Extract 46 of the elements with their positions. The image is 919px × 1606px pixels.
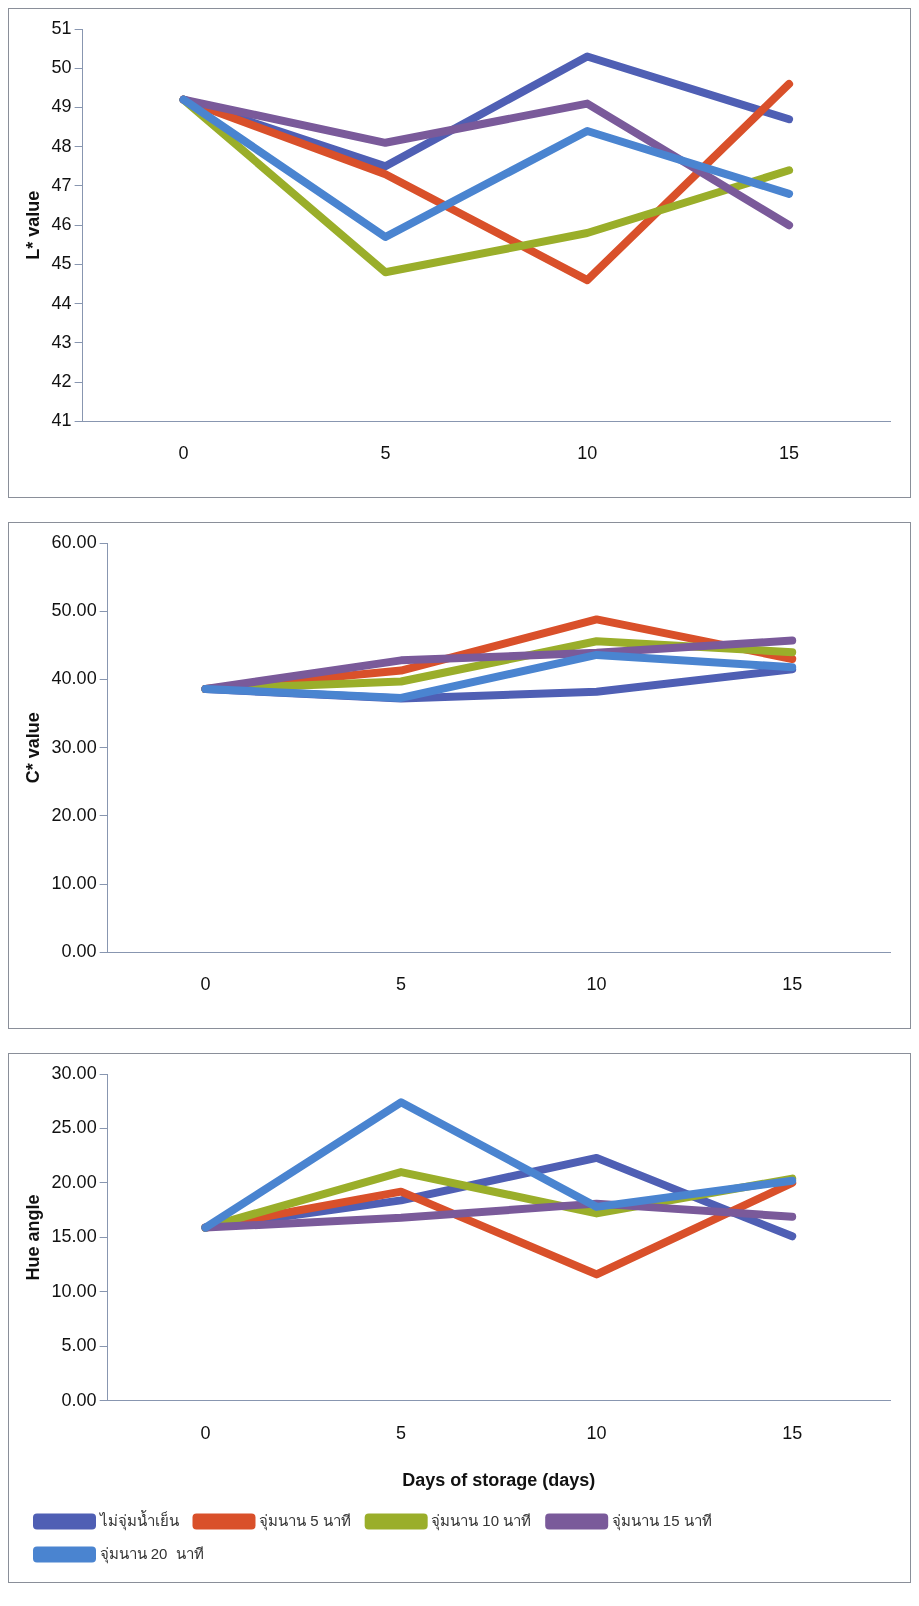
y-tick-label: 47 <box>51 174 72 195</box>
legend-label: ไม่จุ่มน้ำเย็น <box>98 1509 179 1531</box>
y-tick-label: 46 <box>51 214 72 235</box>
y-axis-title: C* value <box>22 712 43 784</box>
y-tick-label: 20.00 <box>51 1171 97 1192</box>
y-tick-label: 10.00 <box>51 1280 97 1301</box>
y-tick-label: 48 <box>51 135 72 156</box>
y-tick-label: 20.00 <box>51 804 97 825</box>
y-tick-label: 50.00 <box>51 600 97 621</box>
y-tick-label: 45 <box>51 253 72 274</box>
y-tick-label: 0.00 <box>61 1389 97 1410</box>
x-tick-label: 5 <box>396 1422 407 1443</box>
x-axis-title: Days of storage (days) <box>402 1470 596 1491</box>
y-tick-label: 15.00 <box>51 1226 97 1247</box>
y-tick-label: 5.00 <box>61 1335 97 1356</box>
y-axis-title: L* value <box>22 190 43 260</box>
x-tick-label: 5 <box>396 974 407 995</box>
y-tick-label: 41 <box>51 410 72 431</box>
y-tick-label: 51 <box>51 17 72 38</box>
legend-label: จุ่มนาน 10 นาที <box>431 1511 532 1531</box>
x-tick-label: 15 <box>779 443 800 464</box>
y-axis-title: Hue angle <box>22 1194 43 1281</box>
y-tick-label: 44 <box>51 292 72 313</box>
x-tick-label: 5 <box>380 443 391 464</box>
x-tick-label: 10 <box>586 1422 607 1443</box>
y-tick-label: 30.00 <box>51 736 97 757</box>
x-tick-label: 10 <box>586 974 607 995</box>
y-tick-label: 49 <box>51 96 72 117</box>
x-tick-label: 0 <box>200 974 211 995</box>
y-tick-label: 30.00 <box>51 1062 97 1083</box>
x-tick-label: 15 <box>782 1422 803 1443</box>
y-tick-label: 40.00 <box>51 668 97 689</box>
y-tick-label: 60.00 <box>51 531 97 552</box>
x-tick-label: 0 <box>200 1422 211 1443</box>
x-tick-label: 0 <box>178 443 189 464</box>
y-tick-label: 43 <box>51 331 72 352</box>
legend-label: จุ่มนาน 15 นาที <box>611 1511 712 1531</box>
y-tick-label: 42 <box>51 371 72 392</box>
x-tick-label: 15 <box>782 974 803 995</box>
y-tick-label: 10.00 <box>51 873 97 894</box>
x-tick-label: 10 <box>577 443 598 464</box>
legend-label: จุ่มนาน 20 นาที <box>99 1544 204 1564</box>
y-tick-label: 0.00 <box>61 941 97 962</box>
y-tick-label: 25.00 <box>51 1117 97 1138</box>
y-tick-label: 50 <box>51 57 72 78</box>
legend-label: จุ่มนาน 5 นาที <box>259 1511 351 1531</box>
